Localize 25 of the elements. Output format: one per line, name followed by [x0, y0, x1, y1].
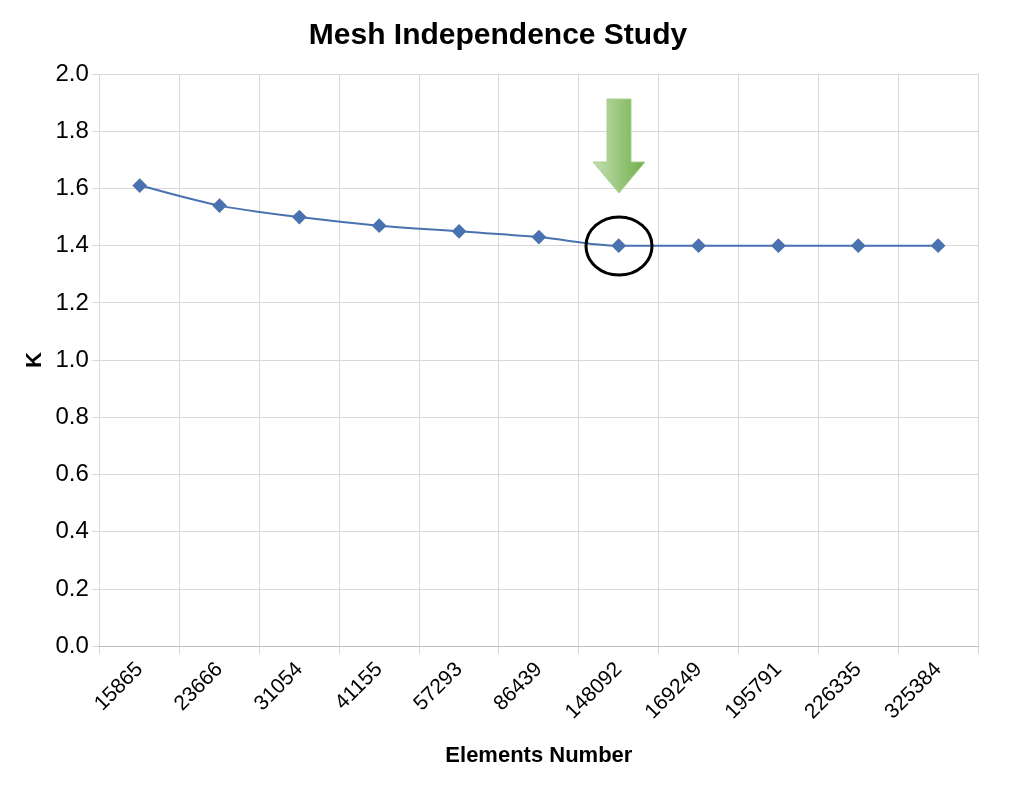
point	[931, 238, 946, 253]
y-tick-label: 1.2	[55, 287, 89, 315]
point	[452, 224, 467, 239]
y-tick-label: 0.6	[55, 459, 89, 487]
point	[851, 238, 866, 253]
y-tick-label: 0.8	[55, 401, 89, 429]
point	[691, 238, 706, 253]
y-axis-title: K	[21, 352, 47, 369]
point	[292, 210, 307, 225]
y-tick-label: 2.0	[55, 58, 89, 86]
point	[212, 198, 227, 213]
point	[372, 218, 387, 233]
chart-title: Mesh Independence Study	[308, 17, 688, 51]
y-tick-label: 1.6	[55, 173, 89, 201]
y-tick-label: 0.4	[55, 516, 89, 544]
y-tick-label: 1.8	[55, 115, 89, 143]
y-tick-label: 1.0	[55, 344, 89, 372]
point	[531, 230, 546, 245]
point	[132, 178, 147, 193]
y-tick-label: 0.2	[55, 573, 89, 601]
y-tick-label: 0.0	[55, 630, 89, 658]
point	[611, 238, 626, 253]
y-tick-label: 1.4	[55, 230, 89, 258]
point	[771, 238, 786, 253]
x-axis-title: Elements Number	[445, 741, 633, 767]
